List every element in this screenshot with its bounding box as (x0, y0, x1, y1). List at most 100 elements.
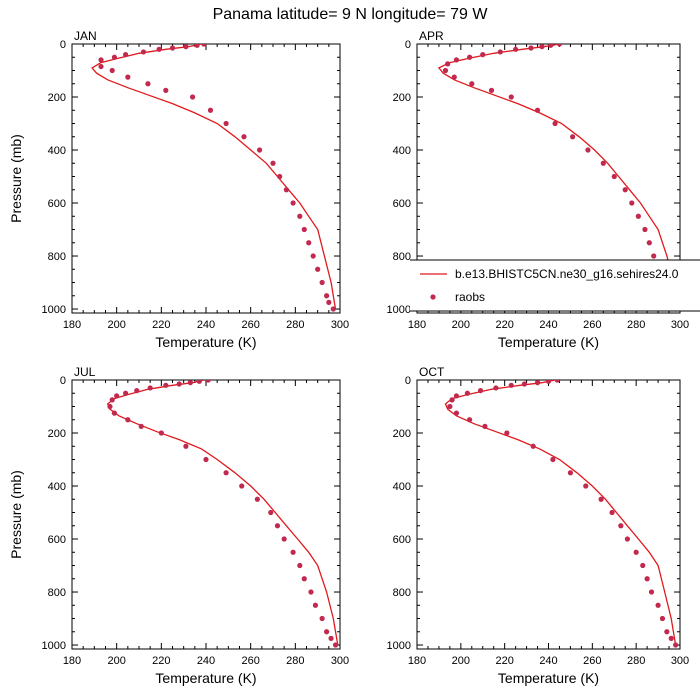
x-tick-label: 240 (539, 655, 557, 667)
x-tick-label: 200 (107, 655, 125, 667)
x-tick-label: 200 (452, 319, 470, 331)
raobs-point (552, 120, 558, 127)
raobs-point (183, 44, 189, 50)
raobs-point (98, 63, 104, 70)
y-tick-label: 800 (393, 587, 411, 599)
y-tick-label: 200 (393, 428, 411, 440)
x-tick-label: 260 (583, 655, 601, 667)
raobs-point (315, 266, 321, 272)
raobs-point (451, 74, 457, 80)
raobs-point (310, 253, 316, 259)
x-tick-label: 180 (408, 319, 426, 331)
raobs-point (239, 483, 245, 489)
raobs-point (254, 496, 260, 502)
y-tick-label: 800 (48, 251, 66, 263)
raobs-point (194, 44, 200, 48)
raobs-point (467, 54, 473, 60)
raobs-point (290, 549, 296, 555)
raobs-point (268, 509, 274, 516)
raobs-point (176, 381, 182, 387)
x-tick-label: 180 (63, 319, 81, 331)
x-tick-label: 280 (286, 655, 304, 667)
raobs-point (508, 94, 514, 100)
raobs-point (201, 44, 207, 47)
raobs-point (257, 147, 263, 153)
x-tick-label: 300 (671, 655, 689, 667)
y-tick-label: 1000 (387, 640, 411, 652)
x-tick-label: 260 (583, 319, 601, 331)
model-profile-line (91, 44, 337, 310)
y-tick-label: 200 (393, 92, 411, 104)
y-tick-label: 400 (48, 481, 66, 493)
raobs-point (324, 293, 330, 299)
raobs-point (297, 213, 303, 219)
figure-title: Panama latitude= 9 N longitude= 79 W (213, 6, 489, 23)
raobs-point (633, 549, 639, 555)
raobs-point (449, 397, 455, 403)
raobs-point (319, 615, 325, 622)
x-tick-label: 260 (241, 319, 259, 331)
raobs-point (528, 45, 534, 51)
raobs-point (107, 403, 113, 410)
raobs-point (664, 629, 670, 635)
raobs-point (640, 562, 646, 569)
raobs-point (508, 382, 514, 388)
panel-title-jul: JUL (74, 365, 96, 379)
raobs-point (651, 253, 657, 259)
y-tick-label: 600 (48, 198, 66, 210)
raobs-point (147, 385, 153, 391)
raobs-point (648, 589, 655, 595)
x-tick-label: 280 (286, 319, 304, 331)
panel-apr: APR 180 200 220 240 260 280 300 0 200 400 600 800 100… (387, 29, 690, 350)
raobs-point (635, 213, 641, 219)
x-tick-label: 300 (331, 655, 349, 667)
raobs-point (111, 54, 118, 60)
panel-title-oct: OCT (419, 365, 445, 379)
legend-dot-swatch (430, 294, 436, 300)
raobs-point (469, 81, 475, 87)
raobs-point (493, 385, 499, 391)
x-tick-label: 300 (671, 319, 689, 331)
raobs-point (98, 57, 104, 63)
raobs-point (241, 134, 247, 140)
raobs-point (668, 635, 674, 641)
raobs-point (453, 57, 460, 63)
raobs-point (156, 46, 162, 52)
y-axis-label-jul: Pressure (mb) (8, 470, 24, 559)
raobs-point (622, 187, 628, 193)
raobs-point (598, 496, 604, 502)
raobs-point (618, 523, 624, 529)
raobs-point (583, 483, 589, 489)
y-tick-label: 200 (48, 92, 66, 104)
x-axis-label-oct: Temperature (K) (498, 670, 599, 686)
panel-jan: JAN 180 200 220 240 260 280 300 0 200 400 600 800 100… (8, 29, 349, 350)
raobs-point (169, 45, 176, 51)
raobs-point (513, 46, 519, 52)
x-tick-label: 240 (197, 319, 215, 331)
raobs-point (277, 173, 283, 180)
raobs-point (114, 393, 120, 399)
raobs-point (125, 74, 131, 80)
panel-jul: JUL 180 200 220 240 260 280 300 0 200 400 600 800 100… (8, 365, 349, 686)
y-tick-label: 600 (393, 198, 411, 210)
raobs-point (534, 107, 541, 113)
panel-title-jan: JAN (74, 29, 97, 43)
raobs-point (312, 602, 319, 608)
raobs-point (442, 67, 449, 74)
raobs-point (624, 536, 631, 542)
raobs-point (306, 240, 312, 246)
raobs-point (324, 629, 330, 635)
raobs-point (196, 380, 202, 384)
raobs-point (600, 160, 606, 166)
raobs-point (190, 94, 196, 100)
x-tick-label: 280 (627, 655, 645, 667)
raobs-point (534, 380, 541, 386)
raobs-point (548, 44, 554, 48)
raobs-point (274, 523, 281, 529)
raobs-point (673, 642, 679, 648)
y-tick-label: 200 (48, 428, 66, 440)
raobs-point (223, 120, 229, 127)
y-tick-label: 400 (48, 145, 66, 157)
x-tick-label: 240 (197, 655, 215, 667)
